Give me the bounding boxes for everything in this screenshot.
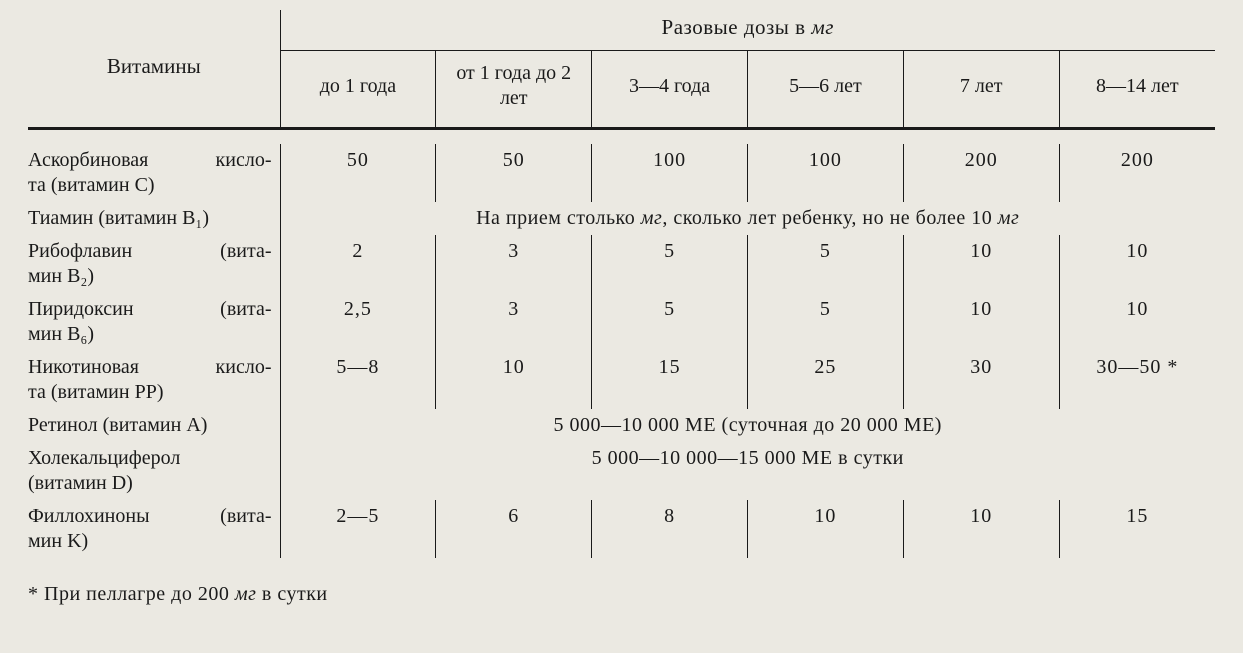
age-col-4: 7 лет bbox=[903, 51, 1059, 129]
cell: 100 bbox=[592, 144, 748, 202]
cell: 100 bbox=[747, 144, 903, 202]
cell: 30 bbox=[903, 351, 1059, 409]
cell: 3 bbox=[436, 235, 592, 293]
cell: 10 bbox=[903, 293, 1059, 351]
column-header-doses: Разовые дозы в мг bbox=[280, 10, 1215, 51]
row-label-cholecalciferol: Холекальциферол (витамин D) bbox=[28, 442, 280, 500]
table-row-phylloquinones: Филлохиноны (вита- мин K) 2—5 6 8 10 10 … bbox=[28, 500, 1215, 558]
table-row-retinol: Ретинол (витамин A) 5 000—10 000 МЕ (сут… bbox=[28, 409, 1215, 442]
age-col-2: 3—4 года bbox=[592, 51, 748, 129]
cell: 10 bbox=[903, 500, 1059, 558]
cell: 10 bbox=[903, 235, 1059, 293]
table-row-nicotinic: Никотиновая кисло- та (витамин PP) 5—8 1… bbox=[28, 351, 1215, 409]
cell: 10 bbox=[1059, 235, 1215, 293]
cell: 5 bbox=[747, 235, 903, 293]
footnote: * При пеллагре до 200 мг в сутки bbox=[28, 582, 1215, 607]
row-label-ascorbic: Аскорбиновая кисло- та (витамин C) bbox=[28, 144, 280, 202]
table-row-riboflavin: Рибофлавин (вита- мин B₂) 2 3 5 5 10 10 bbox=[28, 235, 1215, 293]
cell: 200 bbox=[903, 144, 1059, 202]
cell: 5 bbox=[592, 235, 748, 293]
cell: 5 bbox=[747, 293, 903, 351]
column-header-vitamins: Витамины bbox=[28, 10, 280, 129]
cell: 2,5 bbox=[280, 293, 436, 351]
cell: 6 bbox=[436, 500, 592, 558]
doses-label-text: Разовые дозы в bbox=[662, 15, 812, 39]
cell: 2—5 bbox=[280, 500, 436, 558]
row-label-riboflavin: Рибофлавин (вита- мин B₂) bbox=[28, 235, 280, 293]
row-label-pyridoxine: Пиридоксин (вита- мин B₆) bbox=[28, 293, 280, 351]
cell: 5 bbox=[592, 293, 748, 351]
table-row-cholecalciferol: Холекальциферол (витамин D) 5 000—10 000… bbox=[28, 442, 1215, 500]
cell-span-retinol: 5 000—10 000 МЕ (суточная до 20 000 МЕ) bbox=[280, 409, 1215, 442]
vitamin-dosage-table: Витамины Разовые дозы в мг до 1 года от … bbox=[28, 10, 1215, 558]
doses-unit: мг bbox=[811, 15, 834, 39]
thick-separator bbox=[28, 129, 1215, 145]
cell: 50 bbox=[436, 144, 592, 202]
cell: 15 bbox=[592, 351, 748, 409]
cell-span-thiamine: На прием столько мг, сколько лет ребенку… bbox=[280, 202, 1215, 235]
cell: 10 bbox=[747, 500, 903, 558]
cell-span-cholecalciferol: 5 000—10 000—15 000 МЕ в сутки bbox=[280, 442, 1215, 500]
cell: 5—8 bbox=[280, 351, 436, 409]
age-col-5: 8—14 лет bbox=[1059, 51, 1215, 129]
row-label-nicotinic: Никотиновая кисло- та (витамин PP) bbox=[28, 351, 280, 409]
age-col-3: 5—6 лет bbox=[747, 51, 903, 129]
cell: 8 bbox=[592, 500, 748, 558]
table-row-ascorbic: Аскорбиновая кисло- та (витамин C) 50 50… bbox=[28, 144, 1215, 202]
cell: 30—50 * bbox=[1059, 351, 1215, 409]
cell: 10 bbox=[436, 351, 592, 409]
age-col-1: от 1 года до 2 лет bbox=[436, 51, 592, 129]
cell: 200 bbox=[1059, 144, 1215, 202]
cell: 2 bbox=[280, 235, 436, 293]
cell: 10 bbox=[1059, 293, 1215, 351]
row-label-retinol: Ретинол (витамин A) bbox=[28, 409, 280, 442]
cell: 25 bbox=[747, 351, 903, 409]
row-label-phylloquinones: Филлохиноны (вита- мин K) bbox=[28, 500, 280, 558]
cell: 50 bbox=[280, 144, 436, 202]
cell: 3 bbox=[436, 293, 592, 351]
row-label-thiamine: Тиамин (витамин B₁) bbox=[28, 202, 280, 235]
age-col-0: до 1 года bbox=[280, 51, 436, 129]
table-row-pyridoxine: Пиридоксин (вита- мин B₆) 2,5 3 5 5 10 1… bbox=[28, 293, 1215, 351]
cell: 15 bbox=[1059, 500, 1215, 558]
table-row-thiamine: Тиамин (витамин B₁) На прием столько мг,… bbox=[28, 202, 1215, 235]
